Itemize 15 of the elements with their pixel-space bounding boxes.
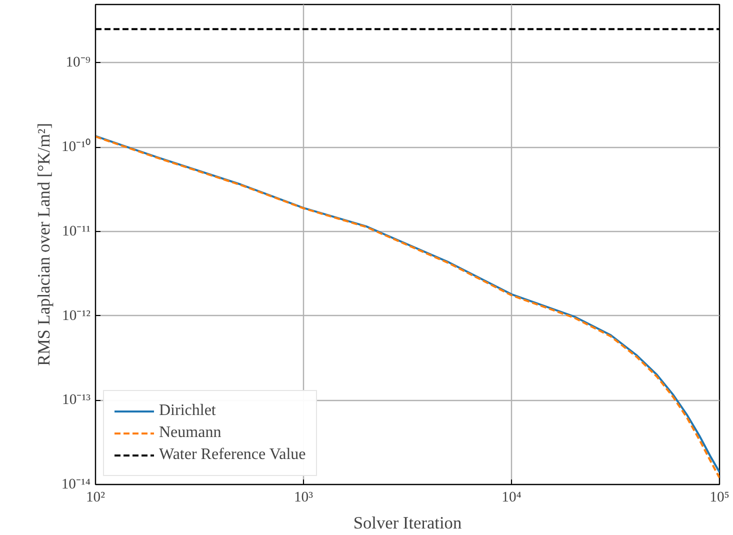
x-tick-label: 10² (86, 490, 106, 506)
x-axis-title: Solver Iteration (353, 514, 462, 532)
y-axis-title: RMS Laplacian over Land [°K/m²] (34, 122, 54, 366)
y-tick-label: 10⁻¹¹ (62, 223, 91, 240)
x-tick-label: 10⁵ (710, 490, 730, 506)
legend-label: Neumann (159, 424, 222, 442)
legend-label: Dirichlet (159, 402, 216, 420)
x-tick-label: 10³ (294, 490, 314, 506)
x-tick-label: 10⁴ (502, 490, 522, 506)
y-tick-label: 10⁻¹³ (62, 392, 92, 408)
legend-label: Water Reference Value (159, 446, 306, 464)
y-tick-label: 10⁻¹⁴ (61, 476, 91, 492)
y-tick-label: 10⁻¹⁰ (61, 138, 91, 156)
y-tick-label: 10⁻⁹ (66, 54, 91, 71)
y-tick-label: 10⁻¹² (62, 308, 92, 324)
